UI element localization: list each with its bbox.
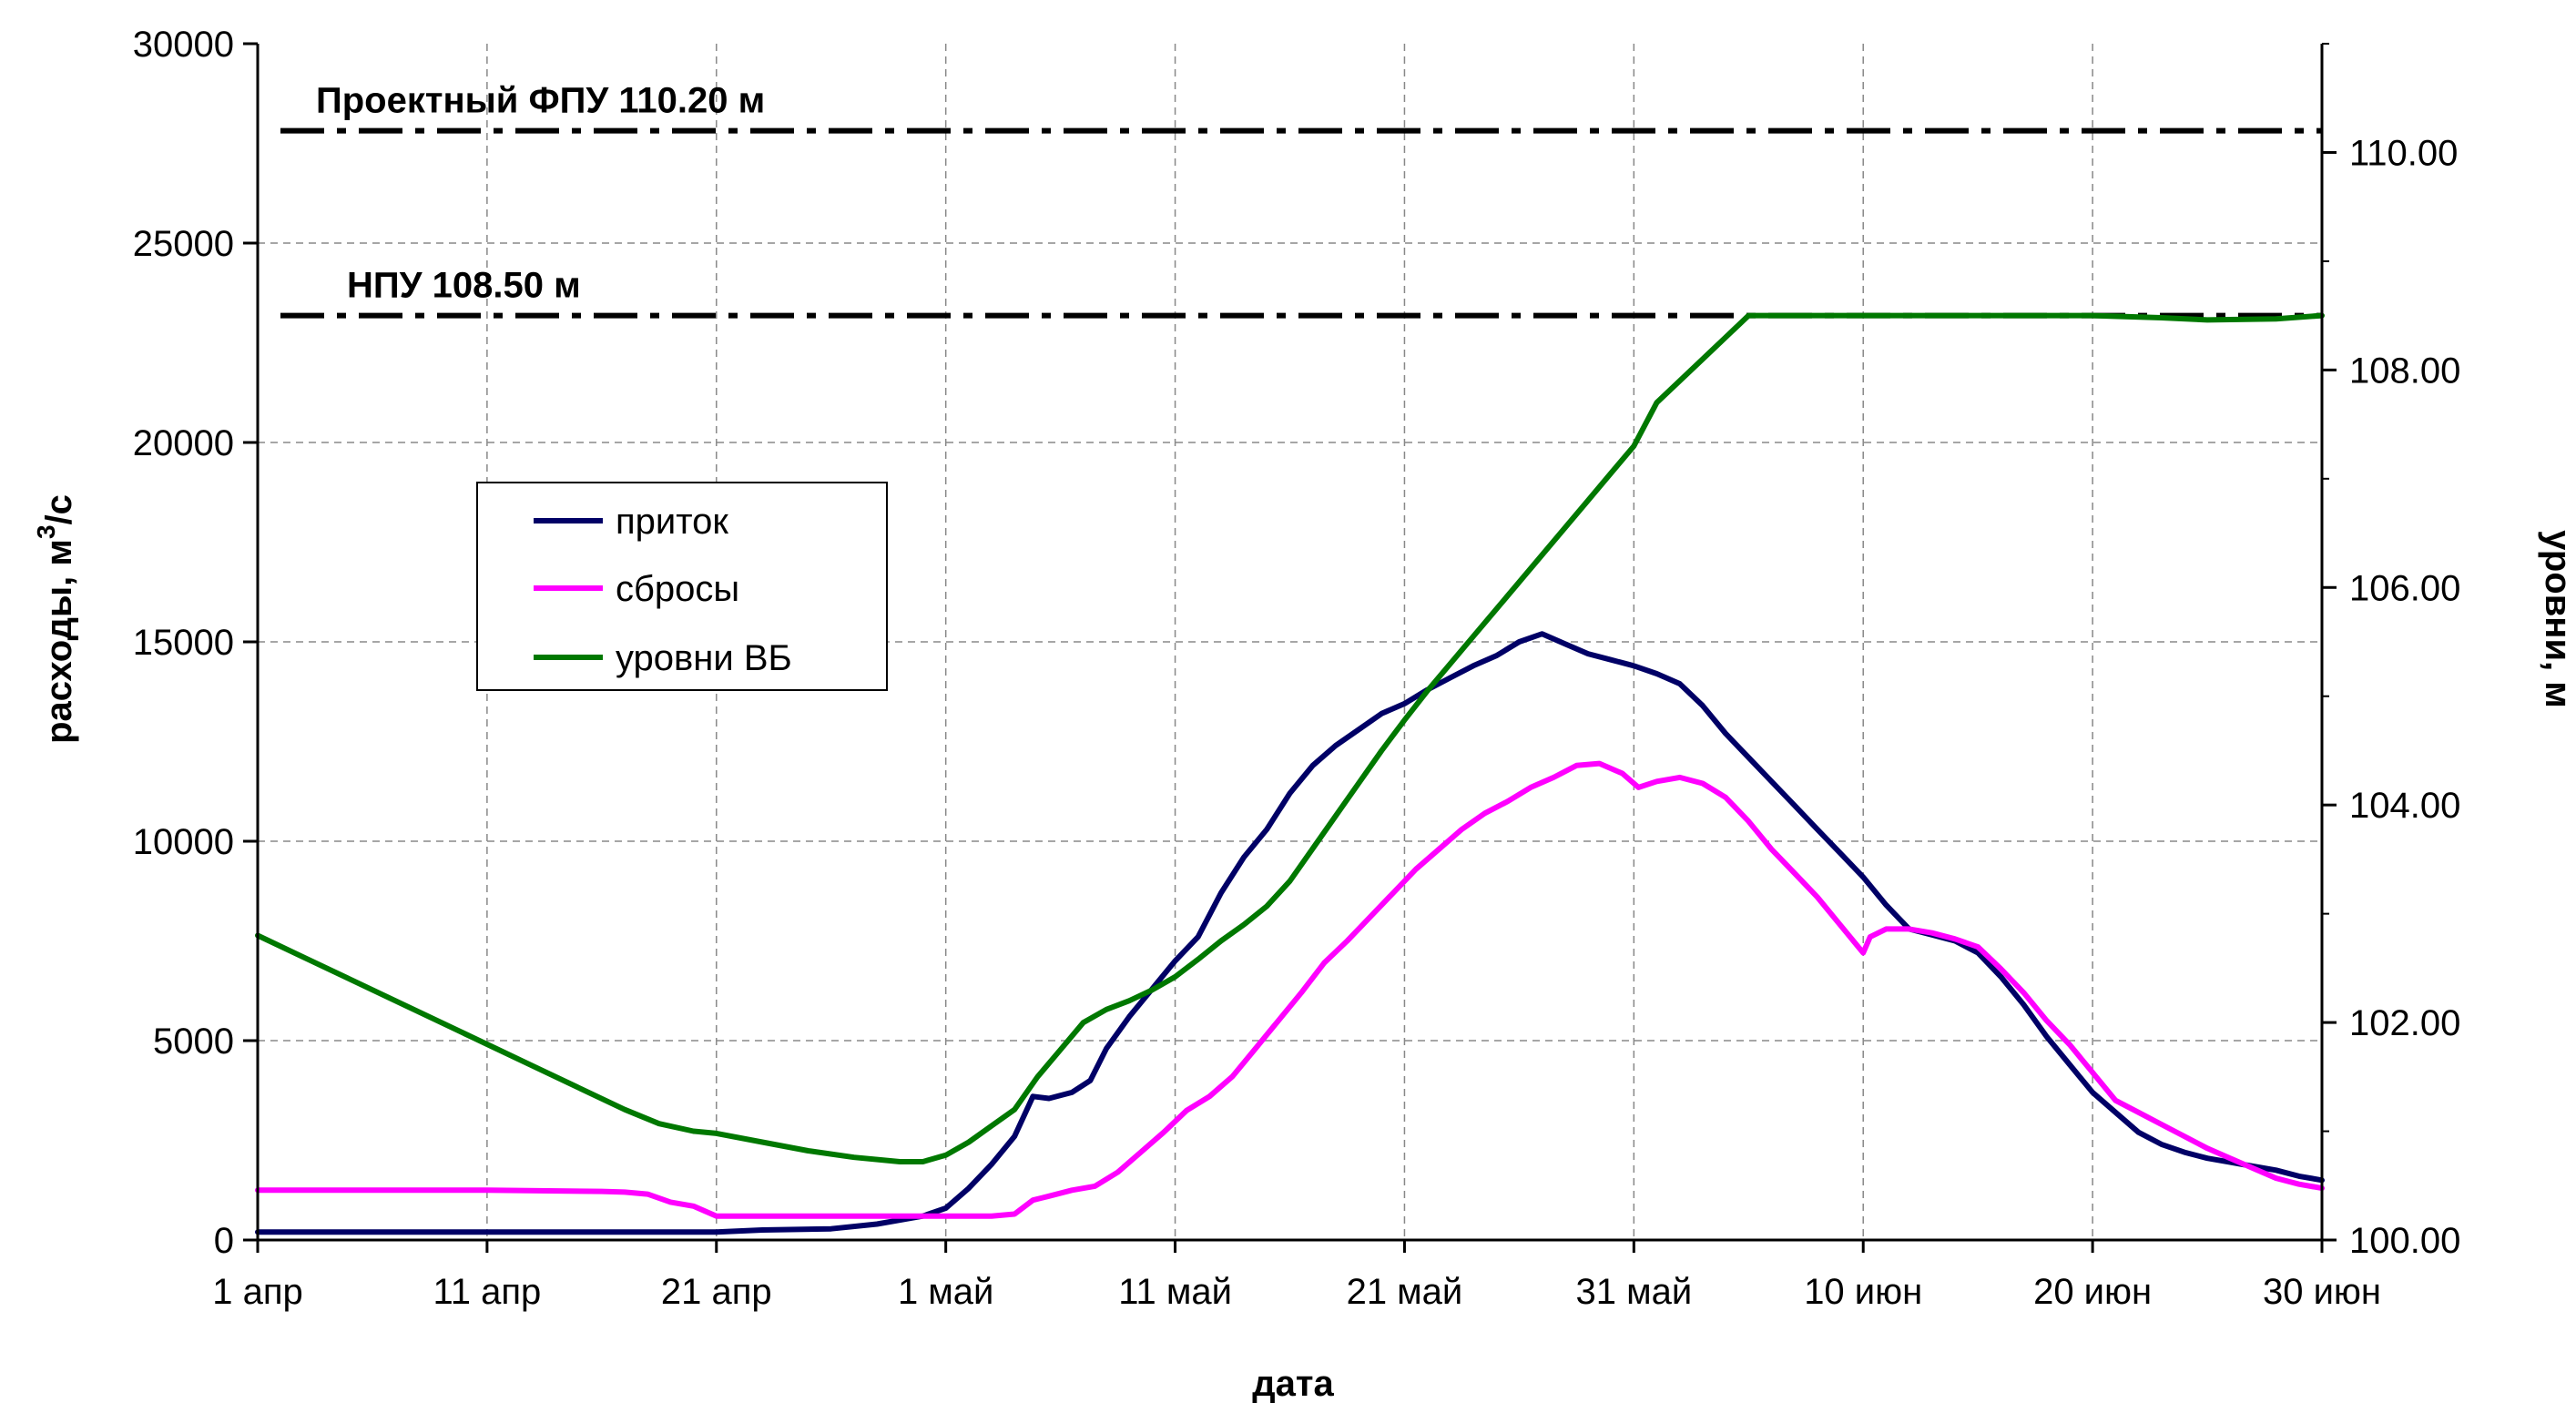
x-tick-label: 31 май <box>1575 1272 1692 1312</box>
y-axis-left-title-main: расходы, м <box>39 539 79 744</box>
y-left-tick-label: 15000 <box>133 623 234 663</box>
series-line <box>255 312 2325 1164</box>
y-axis-left-title-suffix: /с <box>39 494 79 524</box>
legend-label-discharge: сбросы <box>616 569 739 609</box>
legend-label-inflow: приток <box>616 502 728 542</box>
x-tick-label: 21 апр <box>661 1272 772 1312</box>
reference-line-label: Проектный ФПУ 110.20 м <box>316 81 765 121</box>
x-axis-title: дата <box>1252 1364 1334 1404</box>
y-left-tick-label: 30000 <box>133 25 234 65</box>
y-left-tick-label: 0 <box>214 1221 234 1261</box>
reference-lines: Проектный ФПУ 110.20 м НПУ 108.50 м <box>280 81 2322 319</box>
y-left-tick-label: 20000 <box>133 423 234 463</box>
reference-line-label: НПУ 108.50 м <box>347 266 581 306</box>
legend-label-levels: уровни ВБ <box>616 638 792 678</box>
y-right-tick-label: 106.00 <box>2349 568 2460 608</box>
x-tick-label: 11 май <box>1118 1272 1232 1312</box>
series-line <box>255 760 2325 1219</box>
x-tick-label: 1 май <box>898 1272 993 1312</box>
y-axis-left-title-sup: 3 <box>32 524 60 539</box>
y-right-tick-label: 110.00 <box>2349 133 2458 173</box>
x-tick-label: 10 июн <box>1804 1272 1922 1312</box>
x-tick-label: 30 июн <box>2263 1272 2381 1312</box>
y-right-tick-label: 100.00 <box>2349 1221 2460 1261</box>
y-left-tick-label: 10000 <box>133 822 234 862</box>
legend: приток сбросы уровни ВБ <box>476 482 888 691</box>
x-tick-label: 1 апр <box>212 1272 303 1312</box>
y-right-tick-label: 104.00 <box>2349 786 2460 826</box>
x-tick-label: 21 май <box>1347 1272 1463 1312</box>
ticks: 1 апр 11 апр 21 апр 1 май 11 май 21 май 31 май… <box>133 25 2461 1312</box>
y-left-tick-label: 25000 <box>133 224 234 264</box>
y-axis-right-title: уровни, м <box>2538 530 2576 708</box>
y-right-tick-label: 108.00 <box>2349 351 2460 391</box>
y-axis-left-title: расходы, м3/с <box>32 494 79 744</box>
y-left-tick-label: 5000 <box>153 1022 234 1062</box>
series-lines <box>255 312 2325 1235</box>
grid <box>258 44 2322 1240</box>
x-tick-label: 11 апр <box>433 1272 541 1312</box>
x-tick-label: 20 июн <box>2033 1272 2152 1312</box>
y-right-tick-label: 102.00 <box>2349 1003 2460 1043</box>
series-line <box>255 631 2325 1235</box>
